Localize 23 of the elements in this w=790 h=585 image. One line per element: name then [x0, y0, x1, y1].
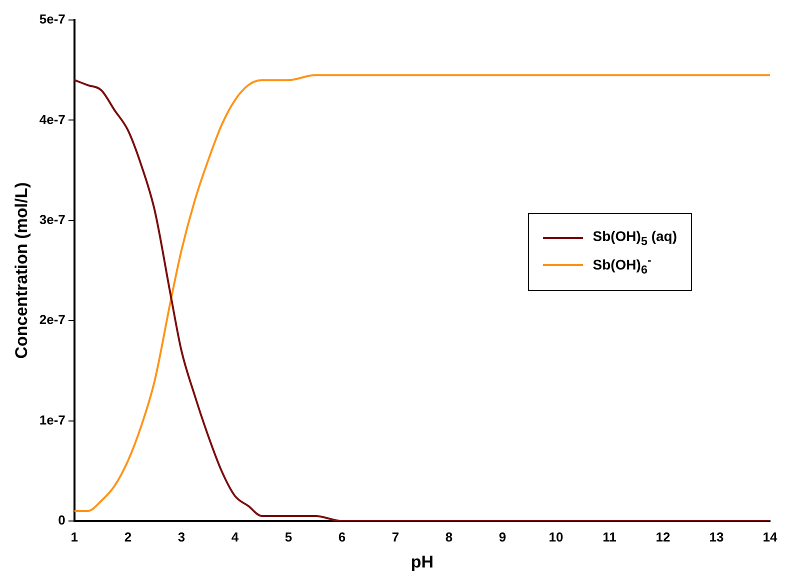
y-axis-title: Concentration (mol/L): [12, 182, 31, 359]
y-tick-label: 0: [58, 512, 66, 528]
x-tick-label: 3: [178, 529, 186, 544]
x-tick-label: 11: [602, 529, 616, 544]
y-tick-label: 3e-7: [39, 212, 66, 227]
x-tick-label: 10: [548, 529, 564, 544]
x-tick-label: 1: [70, 529, 78, 544]
y-tick-label: 4e-7: [39, 112, 66, 127]
y-tick-label: 2e-7: [39, 312, 66, 328]
x-tick-label: 2: [124, 529, 132, 544]
x-tick-label: 14: [762, 529, 778, 544]
x-tick-label: 13: [709, 529, 724, 544]
x-tick-label: 8: [445, 529, 453, 544]
y-tick-label: 1e-7: [39, 412, 66, 428]
legend-label: Sb(OH)$_{5}$ (aq): [592, 228, 677, 248]
x-axis-title: pH: [410, 552, 434, 572]
x-tick-label: 9: [498, 529, 506, 544]
x-tick-label: 7: [392, 529, 400, 544]
x-tick-label: 6: [338, 529, 346, 544]
x-tick-label: 5: [284, 529, 292, 544]
x-tick-label: 12: [656, 529, 670, 544]
y-tick-label: 5e-7: [39, 12, 66, 27]
x-tick-label: 4: [231, 529, 240, 544]
